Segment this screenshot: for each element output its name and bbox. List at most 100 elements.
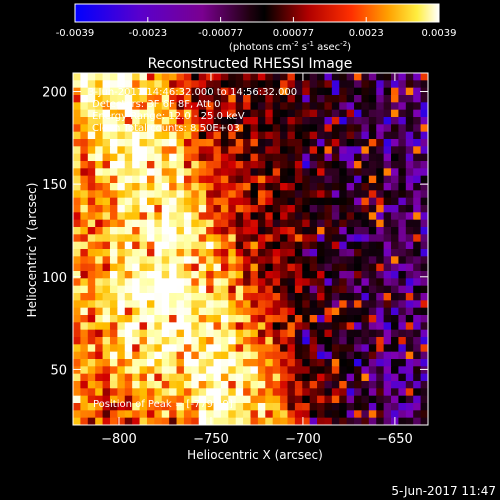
heatmap-cell — [354, 146, 363, 155]
heatmap-cell — [354, 117, 363, 125]
heatmap-cell — [109, 241, 118, 250]
heatmap-cell — [169, 285, 178, 294]
heatmap-cell — [169, 161, 178, 169]
heatmap-cell — [317, 315, 326, 323]
heatmap-cell — [102, 227, 111, 235]
heatmap-cell — [376, 109, 385, 118]
heatmap-cell — [420, 205, 428, 213]
heatmap-cell — [420, 139, 428, 147]
heatmap-cell — [324, 124, 333, 133]
heatmap-cell — [391, 381, 400, 389]
heatmap-cell — [80, 241, 89, 250]
heatmap-cell — [109, 337, 118, 345]
heatmap-cell — [87, 153, 96, 162]
heatmap-cell — [154, 153, 163, 162]
heatmap-cell — [220, 212, 229, 221]
heatmap-cell — [287, 234, 296, 243]
heatmap-cell — [191, 285, 200, 294]
heatmap-cell — [95, 351, 104, 360]
heatmap-cell — [287, 417, 296, 425]
heatmap-cell — [420, 80, 428, 89]
heatmap-cell — [176, 373, 185, 382]
heatmap-cell — [109, 285, 118, 294]
heatmap-cell — [302, 124, 311, 133]
heatmap-cell — [272, 307, 281, 316]
heatmap-cell — [413, 403, 422, 411]
heatmap-cell — [213, 256, 222, 265]
heatmap-cell — [413, 124, 422, 133]
heatmap-cell — [309, 212, 318, 221]
heatmap-cell — [80, 80, 89, 89]
heatmap-cell — [102, 271, 111, 279]
heatmap-cell — [339, 95, 348, 103]
heatmap-cell — [257, 109, 266, 118]
heatmap-cell — [280, 337, 289, 345]
heatmap-cell — [139, 381, 148, 389]
heatmap-cell — [228, 197, 237, 206]
heatmap-cell — [413, 139, 422, 147]
heatmap-cell — [139, 293, 148, 301]
heatmap-cell — [206, 410, 215, 419]
heatmap-cell — [206, 146, 215, 155]
heatmap-cell — [87, 102, 96, 111]
heatmap-cell — [235, 146, 244, 155]
heatmap-cell — [183, 256, 192, 265]
heatmap-cell — [198, 395, 207, 404]
heatmap-cell — [287, 249, 296, 257]
heatmap-cell — [391, 300, 400, 309]
heatmap-cell — [109, 395, 118, 404]
heatmap-cell — [191, 146, 200, 155]
heatmap-cell — [198, 381, 207, 389]
heatmap-cell — [213, 131, 222, 140]
heatmap-cell — [287, 351, 296, 360]
heatmap-cell — [391, 285, 400, 294]
heatmap-cell — [161, 117, 170, 125]
heatmap-cell — [346, 146, 355, 155]
heatmap-cell — [354, 388, 363, 397]
heatmap-cell — [265, 80, 274, 89]
heatmap-cell — [339, 359, 348, 367]
heatmap-cell — [250, 388, 259, 397]
heatmap-cell — [73, 351, 81, 360]
heatmap-cell — [191, 271, 200, 279]
heatmap-cell — [146, 344, 155, 353]
heatmap-cell — [191, 175, 200, 184]
colorbar — [74, 3, 440, 23]
heatmap-cell — [146, 285, 155, 294]
heatmap-cell — [80, 359, 89, 367]
heatmap-cell — [228, 153, 237, 162]
heatmap-cell — [191, 322, 200, 331]
heatmap-cell — [213, 417, 222, 425]
heatmap-cell — [405, 241, 414, 250]
heatmap-cell — [250, 373, 259, 382]
heatmap-cell — [80, 219, 89, 228]
heatmap-cell — [95, 234, 104, 243]
heatmap-cell — [154, 351, 163, 360]
heatmap-cell — [220, 256, 229, 265]
heatmap-cell — [206, 190, 215, 199]
heatmap-cell — [243, 366, 252, 375]
heatmap-cell — [413, 183, 422, 191]
heatmap-cell — [87, 117, 96, 125]
heatmap-cell — [183, 227, 192, 235]
heatmap-cell — [287, 410, 296, 419]
heatmap-cell — [257, 381, 266, 389]
heatmap-cell — [87, 322, 96, 331]
heatmap-cell — [169, 344, 178, 353]
heatmap-cell — [206, 124, 215, 133]
heatmap-cell — [257, 300, 266, 309]
heatmap-cell — [169, 219, 178, 228]
heatmap-cell — [109, 234, 118, 243]
heatmap-cell — [220, 344, 229, 353]
heatmap-cell — [383, 366, 392, 375]
heatmap-cell — [213, 212, 222, 221]
heatmap-cell — [154, 175, 163, 184]
heatmap-cell — [294, 109, 303, 118]
heatmap-cell — [354, 263, 363, 272]
heatmap-cell — [280, 109, 289, 118]
heatmap-cell — [361, 197, 370, 206]
heatmap-cell — [257, 256, 266, 265]
heatmap-cell — [213, 102, 222, 111]
heatmap-cell — [280, 205, 289, 213]
heatmap-cell — [161, 73, 170, 81]
